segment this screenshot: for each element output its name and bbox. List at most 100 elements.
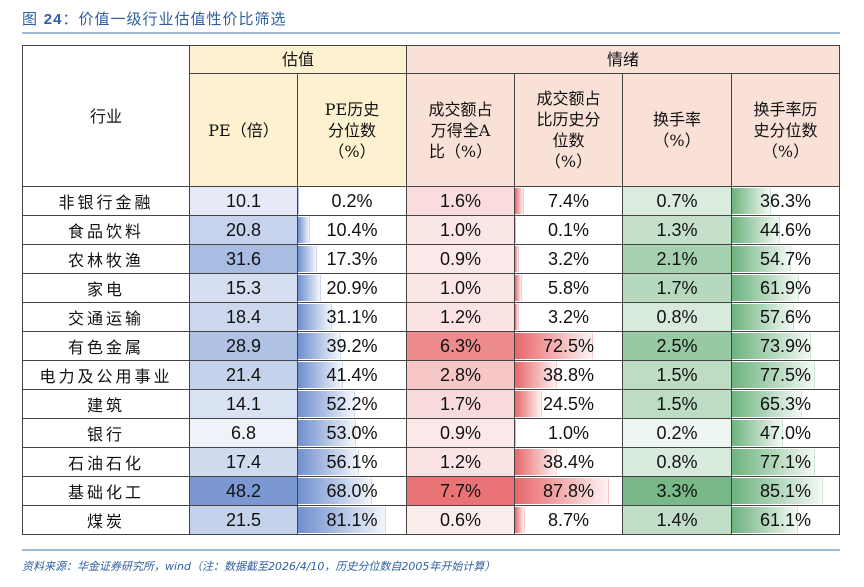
cell-value: 18.4 — [225, 306, 262, 327]
table-row: 非银行金融 10.1 0.2% 1.6% 7.4% 0.7% 36.3% — [22, 186, 840, 216]
turnover-percentile-cell: 77.1% — [731, 447, 840, 477]
cell-value: 1.2% — [439, 451, 482, 472]
amount-share-cell: 0.9% — [406, 418, 515, 448]
cell-value: 81.1% — [326, 509, 378, 530]
cell-value: 72.5% — [542, 335, 595, 356]
header-amount-share: 成交额占 万得全A 比（%） — [406, 73, 515, 187]
turnover-percentile-cell: 73.9% — [731, 331, 840, 361]
data-bar — [515, 304, 520, 330]
pe-cell: 18.4 — [189, 302, 298, 332]
data-bar — [732, 217, 781, 243]
cell-value: 38.4% — [542, 451, 595, 472]
amount-share-percentile-cell: 7.4% — [514, 186, 623, 216]
data-bar — [732, 420, 783, 446]
data-bar — [732, 391, 803, 417]
turnover-percentile-cell: 85.1% — [731, 476, 840, 506]
cell-value: 54.7% — [759, 248, 812, 269]
turnover-cell: 1.7% — [622, 273, 732, 303]
turnover-cell: 1.5% — [622, 389, 732, 419]
turnover-cell: 0.8% — [622, 447, 732, 477]
cell-value: 3.2% — [547, 306, 590, 327]
amount-share-cell: 0.9% — [406, 244, 515, 274]
pe-percentile-cell: 31.1% — [297, 302, 407, 332]
cell-value: 7.4% — [547, 190, 590, 211]
cell-value: 1.0% — [439, 219, 482, 240]
cell-value: 77.1% — [759, 451, 812, 472]
data-bar — [298, 333, 341, 359]
cell-value: 5.8% — [547, 277, 590, 298]
turnover-cell: 3.3% — [622, 476, 732, 506]
pe-percentile-cell: 20.9% — [297, 273, 407, 303]
pe-cell: 28.9 — [189, 331, 298, 361]
cell-value: 2.1% — [656, 248, 698, 269]
title-divider — [22, 32, 840, 34]
cell-value: 6.8 — [230, 422, 257, 443]
table-row: 基础化工 48.2 68.0% 7.7% 87.8% 3.3% 85.1% — [22, 476, 840, 506]
cell-value: 1.7% — [656, 277, 698, 298]
turnover-cell: 2.5% — [622, 331, 732, 361]
turnover-cell: 1.5% — [622, 360, 732, 390]
pe-cell: 31.6 — [189, 244, 298, 274]
industry-cell: 农林牧渔 — [22, 244, 190, 274]
turnover-percentile-cell: 61.1% — [731, 505, 840, 535]
pe-percentile-cell: 81.1% — [297, 505, 407, 535]
pe-cell: 14.1 — [189, 389, 298, 419]
pe-percentile-cell: 56.1% — [297, 447, 407, 477]
data-bar — [298, 217, 311, 243]
cell-value: 14.1 — [225, 393, 262, 414]
cell-value: 85.1% — [759, 480, 812, 501]
amount-share-cell: 1.2% — [406, 447, 515, 477]
industry-cell: 银行 — [22, 418, 190, 448]
cell-value: 15.3 — [225, 277, 262, 298]
data-bar — [732, 304, 795, 330]
cell-value: 2.8% — [439, 364, 482, 385]
data-bar — [515, 333, 593, 359]
industry-cell: 石油石化 — [22, 447, 190, 477]
data-bar — [298, 420, 356, 446]
amount-share-cell: 1.2% — [406, 302, 515, 332]
amount-share-cell: 2.8% — [406, 360, 515, 390]
cell-value: 57.6% — [759, 306, 812, 327]
turnover-cell: 0.2% — [622, 418, 732, 448]
cell-value: 0.2% — [331, 190, 373, 211]
amount-share-cell: 1.0% — [406, 273, 515, 303]
cell-value: 0.6% — [439, 509, 482, 530]
cell-value: 0.1% — [547, 219, 590, 240]
cell-value: 1.0% — [547, 422, 590, 443]
header-turnover: 换手率 （%） — [622, 73, 732, 187]
source-divider — [22, 549, 840, 551]
data-bar — [515, 391, 542, 417]
cell-value: 20.8 — [225, 219, 262, 240]
data-bar — [515, 507, 526, 533]
pe-cell: 48.2 — [189, 476, 298, 506]
data-bar — [515, 449, 557, 475]
cell-value: 24.5% — [542, 393, 595, 414]
data-bar — [732, 507, 798, 533]
turnover-cell: 2.1% — [622, 244, 732, 274]
data-bar — [298, 275, 322, 301]
cell-value: 31.1% — [326, 306, 378, 327]
cell-value: 44.6% — [759, 219, 812, 240]
header-industry: 行业 — [22, 45, 190, 187]
data-bar — [298, 304, 333, 330]
data-bar — [298, 478, 372, 504]
cell-value: 0.8% — [656, 451, 698, 472]
cell-value: 47.0% — [759, 422, 812, 443]
table-row: 食品饮料 20.8 10.4% 1.0% 0.1% 1.3% 44.6% — [22, 215, 840, 245]
header-pe-percentile: PE历史 分位数 （%） — [297, 73, 407, 187]
amount-share-percentile-cell: 38.4% — [514, 447, 623, 477]
turnover-cell: 0.7% — [622, 186, 732, 216]
table-row: 煤炭 21.5 81.1% 0.6% 8.7% 1.4% 61.1% — [22, 505, 840, 535]
data-bar — [515, 478, 609, 504]
data-bar — [732, 333, 812, 359]
pe-percentile-cell: 68.0% — [297, 476, 407, 506]
header-group-valuation: 估值 — [189, 45, 407, 74]
table-row: 电力及公用事业 21.4 41.4% 2.8% 38.8% 1.5% 77.5% — [22, 360, 840, 390]
cell-value: 21.4 — [225, 364, 262, 385]
header-group-sentiment: 情绪 — [406, 45, 840, 74]
amount-share-percentile-cell: 24.5% — [514, 389, 623, 419]
cell-value: 56.1% — [326, 451, 378, 472]
cell-value: 87.8% — [542, 480, 595, 501]
data-bar — [732, 449, 815, 475]
data-bar — [515, 362, 558, 388]
